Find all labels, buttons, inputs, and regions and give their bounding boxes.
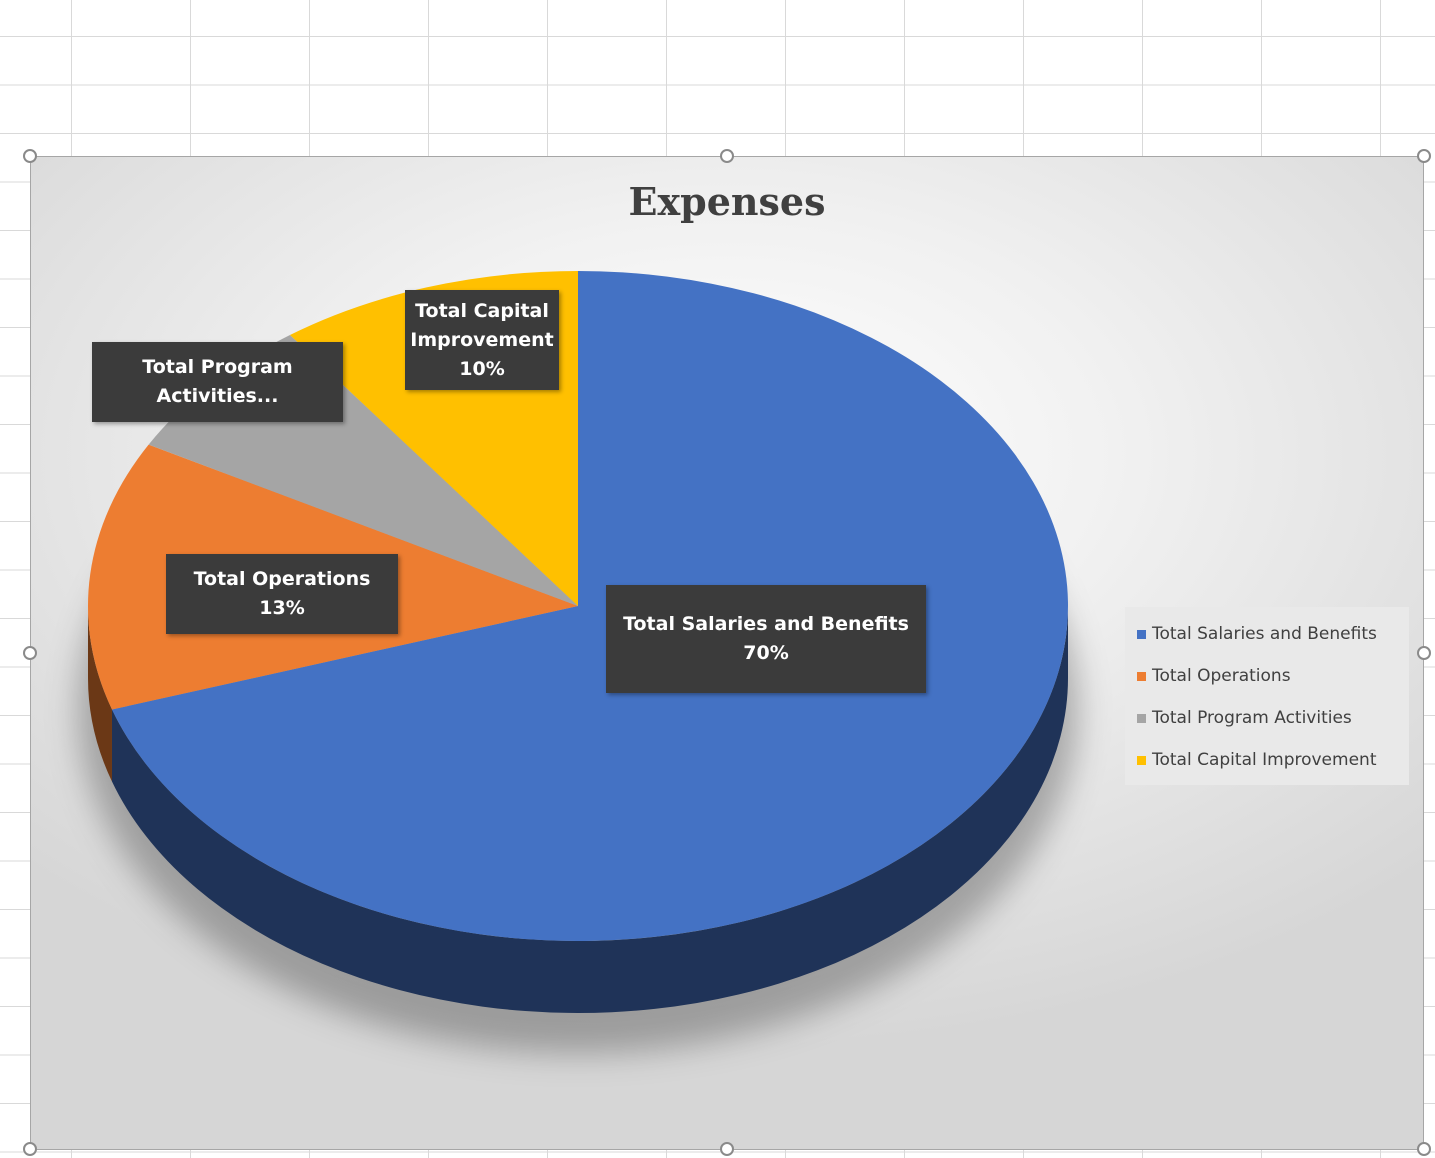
resize-handle-middle-right[interactable] bbox=[1417, 646, 1431, 660]
legend-swatch-capital-improvement bbox=[1137, 755, 1146, 765]
data-label-salaries: Total Salaries and Benefits 70% bbox=[606, 585, 926, 693]
resize-handle-top-left[interactable] bbox=[23, 149, 37, 163]
resize-handle-top-right[interactable] bbox=[1417, 149, 1431, 163]
data-label-operations-name: Total Operations bbox=[193, 568, 371, 590]
legend-label-program-activities: Total Program Activities bbox=[1152, 708, 1352, 728]
data-label-program-activities: Total Program Activities... bbox=[92, 342, 343, 422]
legend-swatch-operations bbox=[1137, 671, 1146, 681]
data-label-operations: Total Operations 13% bbox=[166, 554, 398, 634]
data-label-operations-value: 13% bbox=[259, 597, 305, 619]
legend-label-capital-improvement: Total Capital Improvement bbox=[1152, 750, 1377, 770]
chart-title: Expenses bbox=[628, 179, 826, 224]
resize-handle-middle-left[interactable] bbox=[23, 646, 37, 660]
resize-handle-bottom-right[interactable] bbox=[1417, 1142, 1431, 1156]
pie-slice-salaries bbox=[111, 271, 1068, 941]
resize-handle-bottom-left[interactable] bbox=[23, 1142, 37, 1156]
resize-handle-top-center[interactable] bbox=[720, 149, 734, 163]
pie-side-operations bbox=[88, 606, 112, 782]
pie-side-salaries bbox=[111, 606, 1069, 1013]
legend-item-capital-improvement[interactable]: Total Capital Improvement bbox=[1125, 739, 1409, 781]
data-label-capital-value: 10% bbox=[459, 357, 505, 380]
legend[interactable]: Total Salaries and Benefits Total Operat… bbox=[1125, 607, 1409, 785]
legend-swatch-program-activities bbox=[1137, 713, 1146, 723]
legend-swatch-salaries bbox=[1137, 629, 1146, 639]
legend-label-salaries: Total Salaries and Benefits bbox=[1152, 624, 1377, 644]
legend-item-salaries[interactable]: Total Salaries and Benefits bbox=[1125, 613, 1409, 655]
legend-label-operations: Total Operations bbox=[1152, 666, 1291, 686]
data-label-capital-line1: Total Capital bbox=[415, 299, 549, 322]
data-label-capital-line2: Improvement bbox=[410, 328, 554, 351]
legend-item-program-activities[interactable]: Total Program Activities bbox=[1125, 697, 1409, 739]
data-label-capital-improvement: Total Capital Improvement 10% bbox=[405, 290, 559, 390]
resize-handle-bottom-center[interactable] bbox=[720, 1142, 734, 1156]
chart-area[interactable]: Expenses Total Salaries and Benefits 70%… bbox=[30, 156, 1424, 1150]
legend-item-operations[interactable]: Total Operations bbox=[1125, 655, 1409, 697]
data-label-salaries-name: Total Salaries and Benefits bbox=[623, 613, 909, 635]
data-label-salaries-value: 70% bbox=[743, 642, 789, 664]
data-label-program-activities-line1: Total Program bbox=[142, 356, 293, 378]
data-label-program-activities-line2: Activities... bbox=[156, 385, 279, 407]
